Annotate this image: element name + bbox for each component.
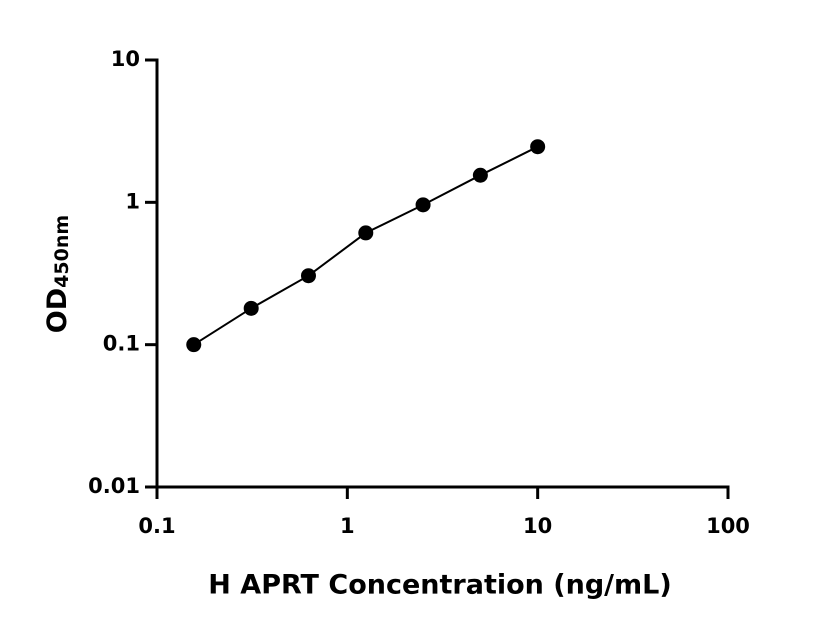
data-point [358,225,374,241]
data-point [472,167,488,183]
x-tick-label: 100 [706,514,750,538]
x-tick-label: 0.1 [138,514,175,538]
x-tick-label: 1 [340,514,355,538]
y-label-subscript: 450nm [51,215,73,288]
data-point [186,337,202,353]
y-label-main: OD [42,288,73,333]
y-tick-label: 10 [111,47,140,71]
data-point [415,197,431,213]
y-tick-label: 1 [125,189,140,213]
y-tick-label: 0.1 [103,332,140,356]
y-axis-label: OD450nm [42,215,73,333]
data-point [243,300,259,316]
data-point [300,268,316,284]
data-point [530,139,546,155]
x-axis-label: H APRT Concentration (ng/mL) [208,570,671,601]
x-tick-label: 10 [523,514,552,538]
y-tick-label: 0.01 [88,474,140,498]
